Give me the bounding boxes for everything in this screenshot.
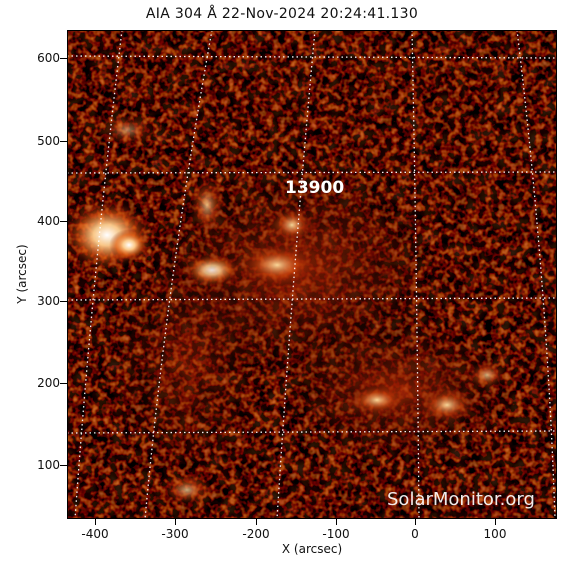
x-tick-label: 0: [411, 527, 419, 541]
x-tick: [495, 519, 496, 525]
y-axis-title: Y (arcsec): [15, 244, 29, 304]
y-tick: [60, 58, 67, 59]
x-tick-label: -100: [322, 527, 350, 541]
image-title: AIA 304 Å 22-Nov-2024 20:24:41.130: [145, 6, 419, 22]
y-tick: [60, 141, 67, 142]
x-tick: [256, 519, 257, 525]
y-tick-label: 400: [37, 214, 60, 228]
x-tick: [95, 519, 96, 525]
watermark: SolarMonitor.org: [387, 489, 535, 510]
x-tick-label: -200: [242, 527, 270, 541]
y-tick-label: 500: [37, 134, 60, 148]
x-tick-label: -300: [161, 527, 189, 541]
active-region-label: 13900: [285, 178, 345, 198]
y-tick: [60, 221, 67, 222]
x-tick-label: -400: [81, 527, 109, 541]
x-tick-label: 100: [483, 527, 507, 541]
x-tick: [175, 519, 176, 525]
x-tick: [415, 519, 416, 525]
solar-image-panel: 13900 SolarMonitor.org: [67, 30, 557, 519]
x-axis-title: X (arcsec): [281, 542, 343, 556]
y-tick: [60, 383, 67, 384]
y-tick-label: 300: [37, 294, 60, 308]
y-tick-label: 600: [37, 51, 60, 65]
y-tick-label: 200: [37, 376, 60, 390]
y-tick: [60, 301, 67, 302]
heliographic-grid: [67, 30, 557, 519]
solar-chromosphere-image: [67, 30, 557, 519]
x-tick: [336, 519, 337, 525]
y-tick-label: 100: [37, 458, 60, 472]
y-tick: [60, 465, 67, 466]
